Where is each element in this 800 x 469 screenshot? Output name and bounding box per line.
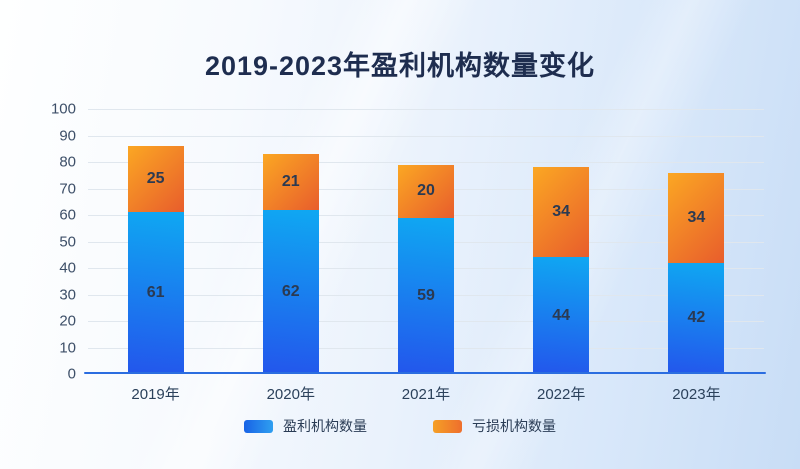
bar-group-2021年: 59 20 bbox=[358, 109, 493, 374]
x-category-label: 2023年 bbox=[672, 386, 721, 403]
gridline bbox=[88, 135, 764, 137]
legend-swatch-亏损机构数量 bbox=[433, 419, 462, 433]
value-label: 25 bbox=[146, 170, 165, 188]
y-tick-label: 30 bbox=[59, 286, 76, 303]
y-tick-label: 50 bbox=[59, 233, 76, 250]
bar-segment-亏损机构数量: 25 bbox=[127, 146, 184, 213]
value-label: 61 bbox=[146, 284, 165, 302]
x-axis-labels: 2019年 2020年 2021年 2022年 2023年 bbox=[88, 385, 764, 405]
x-category-label: 2019年 bbox=[131, 386, 180, 403]
x-axis-line bbox=[84, 372, 766, 374]
value-label: 59 bbox=[417, 286, 435, 304]
y-tick-label: 0 bbox=[67, 365, 76, 383]
bar-segment-亏损机构数量: 21 bbox=[262, 154, 319, 210]
value-label: 62 bbox=[281, 282, 300, 300]
y-tick-label: 60 bbox=[59, 206, 76, 224]
value-label: 42 bbox=[687, 309, 706, 327]
bar-segment-盈利机构数量: 61 bbox=[127, 212, 184, 374]
y-axis: 0 10 20 30 40 50 60 70 80 90 100 bbox=[0, 101, 76, 383]
gridline bbox=[88, 162, 764, 163]
legend-label: 亏损机构数量 bbox=[472, 418, 556, 434]
value-label: 20 bbox=[417, 182, 435, 200]
value-label: 21 bbox=[281, 172, 300, 190]
legend: 盈利机构数量 亏损机构数量 bbox=[0, 416, 800, 436]
bar-segment-盈利机构数量: 59 bbox=[397, 217, 454, 374]
bar-segment-亏损机构数量: 34 bbox=[668, 172, 725, 263]
legend-item-盈利机构数量: 盈利机构数量 bbox=[244, 416, 367, 436]
bars-layer: 61 25 62 21 59 20 44 34 42 34 bbox=[88, 109, 764, 374]
y-tick-label: 70 bbox=[59, 180, 76, 197]
bar-segment-盈利机构数量: 44 bbox=[533, 257, 590, 374]
value-label: 34 bbox=[687, 208, 706, 226]
plot-area: 61 25 62 21 59 20 44 34 42 34 bbox=[88, 109, 764, 374]
bar-group-2019年: 61 25 bbox=[88, 109, 223, 374]
x-category-label: 2022年 bbox=[537, 386, 586, 403]
bar-group-2022年: 44 34 bbox=[494, 109, 629, 374]
legend-swatch-盈利机构数量 bbox=[244, 419, 273, 433]
y-tick-label: 10 bbox=[59, 339, 76, 356]
bar-segment-盈利机构数量: 62 bbox=[262, 209, 319, 374]
y-tick-label: 80 bbox=[59, 153, 76, 171]
x-category-label: 2020年 bbox=[266, 386, 315, 403]
y-tick-label: 100 bbox=[50, 100, 76, 118]
bar-segment-亏损机构数量: 20 bbox=[397, 164, 454, 218]
bar-group-2023年: 42 34 bbox=[629, 109, 764, 374]
bar-group-2020年: 62 21 bbox=[223, 109, 358, 374]
legend-label: 盈利机构数量 bbox=[283, 418, 367, 434]
chart-title: 2019-2023年盈利机构数量变化 bbox=[204, 51, 596, 81]
bar-segment-盈利机构数量: 42 bbox=[668, 262, 725, 374]
y-tick-label: 90 bbox=[59, 127, 76, 144]
legend-item-亏损机构数量: 亏损机构数量 bbox=[433, 416, 556, 436]
y-tick-label: 20 bbox=[59, 312, 76, 330]
bar-segment-亏损机构数量: 34 bbox=[533, 167, 590, 258]
value-label: 34 bbox=[552, 203, 571, 221]
gridline bbox=[88, 109, 764, 110]
value-label: 44 bbox=[552, 306, 571, 324]
x-category-label: 2021年 bbox=[401, 386, 451, 403]
y-tick-label: 40 bbox=[59, 259, 76, 277]
